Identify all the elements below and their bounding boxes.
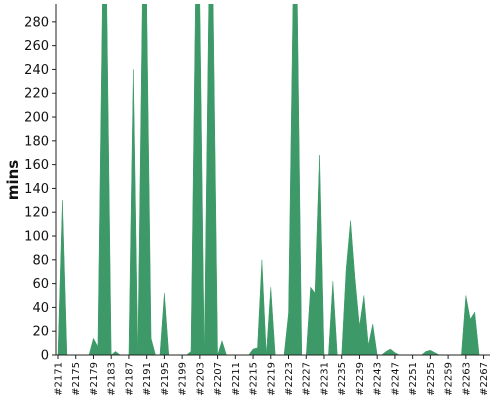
y-tick-label: 120 bbox=[24, 206, 49, 221]
y-tick-label: 40 bbox=[32, 301, 49, 316]
y-tick-label: 280 bbox=[24, 15, 49, 30]
x-tick-label: #2171 bbox=[54, 362, 65, 396]
x-tick-label: #2231 bbox=[319, 362, 330, 396]
y-tick-label: 180 bbox=[24, 134, 49, 149]
y-tick-label: 20 bbox=[32, 325, 49, 340]
plot-area bbox=[57, 4, 488, 355]
x-tick-label: #2247 bbox=[390, 362, 401, 396]
y-tick-label: 220 bbox=[24, 87, 49, 102]
x-tick-label: #2187 bbox=[124, 362, 135, 396]
area-series bbox=[57, 4, 488, 355]
x-tick-label: #2223 bbox=[284, 362, 295, 396]
x-tick-label: #2239 bbox=[355, 362, 366, 396]
x-tick-label: #2199 bbox=[178, 362, 189, 396]
y-tick-label: 240 bbox=[24, 63, 49, 78]
x-tick-label: #2263 bbox=[461, 362, 472, 396]
x-tick-label: #2215 bbox=[249, 362, 260, 396]
x-tick-label: #2255 bbox=[426, 362, 437, 396]
x-tick-label: #2203 bbox=[195, 362, 206, 396]
x-tick-label: #2235 bbox=[337, 362, 348, 396]
x-tick-label: #2191 bbox=[142, 362, 153, 396]
x-tick-label: #2259 bbox=[444, 362, 455, 396]
x-tick-label: #2179 bbox=[89, 362, 100, 396]
y-tick-label: 80 bbox=[32, 253, 49, 268]
y-tick-label: 140 bbox=[24, 182, 49, 197]
x-tick-label: #2251 bbox=[408, 362, 419, 396]
y-axis: 0 20 40 60 80 100 120 140 160 180 200 220 240 260 280 bbox=[24, 4, 57, 364]
x-tick-label: #2175 bbox=[71, 362, 82, 396]
x-tick-label: #2211 bbox=[231, 362, 242, 396]
y-tick-label: 0 bbox=[41, 349, 49, 364]
x-tick-label: #2227 bbox=[302, 362, 313, 396]
x-tick-label: #2207 bbox=[213, 362, 224, 396]
y-tick-label: 260 bbox=[24, 39, 49, 54]
x-tick-label: #2267 bbox=[479, 362, 490, 396]
y-tick-label: 200 bbox=[24, 111, 49, 126]
x-tick-label: #2183 bbox=[107, 362, 118, 396]
x-tick-label: #2195 bbox=[160, 362, 171, 396]
x-tick-label: #2243 bbox=[373, 362, 384, 396]
x-axis: #2171 #2175 #2179 #2183 #2187 #2191 #2195 #2199… bbox=[54, 354, 490, 396]
y-tick-label: 160 bbox=[24, 158, 49, 173]
y-tick-label: 100 bbox=[24, 230, 49, 245]
x-tick-label: #2219 bbox=[266, 362, 277, 396]
y-tick-label: 60 bbox=[32, 277, 49, 292]
y-axis-title: mins bbox=[4, 160, 22, 200]
